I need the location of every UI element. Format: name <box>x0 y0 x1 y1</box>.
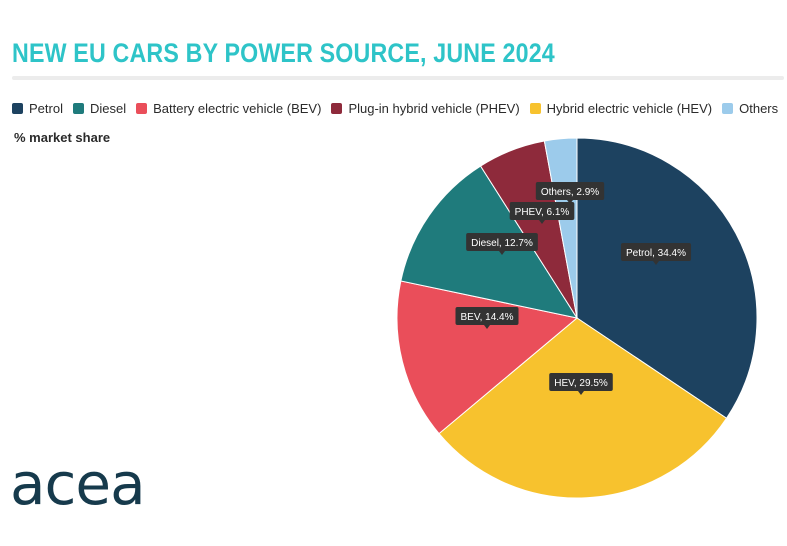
legend-item-hev: Hybrid electric vehicle (HEV) <box>529 101 713 116</box>
legend-item-petrol: Petrol <box>12 101 63 116</box>
legend-label: Others <box>739 101 779 116</box>
data-label-text: HEV, 29.5% <box>554 378 608 389</box>
data-label-pointer <box>653 261 659 265</box>
legend-item-phev: Plug-in hybrid vehicle (PHEV) <box>331 101 520 116</box>
chart-subtitle: % market share <box>14 130 111 145</box>
data-label-others: Others, 2.9% <box>535 182 605 204</box>
pie-slice-hev <box>438 317 728 499</box>
data-label-pointer <box>484 325 490 329</box>
data-label-text: PHEV, 6.1% <box>515 207 570 218</box>
data-label-diesel: Diesel, 12.7% <box>466 233 538 255</box>
data-label-text: Petrol, 34.4% <box>626 248 686 259</box>
data-label-box <box>535 182 605 200</box>
acea-logo: acea <box>10 450 146 518</box>
data-label-box <box>620 243 692 261</box>
data-label-petrol: Petrol, 34.4% <box>620 243 692 265</box>
legend-label: Plug-in hybrid vehicle (PHEV) <box>348 101 520 116</box>
data-label-box <box>549 373 613 391</box>
data-label-pointer <box>539 220 545 224</box>
legend-swatch <box>72 103 84 114</box>
legend-label: Hybrid electric vehicle (HEV) <box>546 101 713 116</box>
data-label-pointer <box>567 200 573 204</box>
data-label-phev: PHEV, 6.1% <box>509 202 575 224</box>
data-label-pointer <box>578 391 584 395</box>
data-label-box <box>509 202 575 220</box>
data-label-text: BEV, 14.4% <box>460 312 513 323</box>
legend-label: Diesel <box>89 101 127 116</box>
chart-legend: Petrol Diesel Battery electric vehicle (… <box>12 101 778 116</box>
legend-swatch <box>529 103 541 114</box>
data-label-text: Diesel, 12.7% <box>471 238 533 249</box>
pie-slice-bev <box>396 280 579 435</box>
legend-item-others: Others <box>722 101 778 116</box>
legend-swatch <box>12 103 23 114</box>
pie-data-labels: Petrol, 34.4% HEV, 29.5% BEV, 14.4% Diesel,… <box>455 182 692 395</box>
legend-swatch <box>331 103 343 114</box>
title-divider <box>12 76 784 80</box>
data-label-pointer <box>499 251 505 255</box>
data-label-box <box>455 307 519 325</box>
pie-slice-petrol <box>576 137 758 419</box>
legend-swatch <box>722 103 734 114</box>
legend-label: Petrol <box>29 101 63 116</box>
data-label-box <box>466 233 538 251</box>
legend-swatch <box>136 103 148 114</box>
legend-label: Battery electric vehicle (BEV) <box>153 101 322 116</box>
data-label-hev: HEV, 29.5% <box>549 373 613 395</box>
legend-item-bev: Battery electric vehicle (BEV) <box>136 101 321 116</box>
data-label-text: Others, 2.9% <box>541 187 599 198</box>
data-label-bev: BEV, 14.4% <box>455 307 519 329</box>
legend-item-diesel: Diesel <box>72 101 127 116</box>
chart-title: NEW EU CARS BY POWER SOURCE, JUNE 2024 <box>12 38 555 68</box>
